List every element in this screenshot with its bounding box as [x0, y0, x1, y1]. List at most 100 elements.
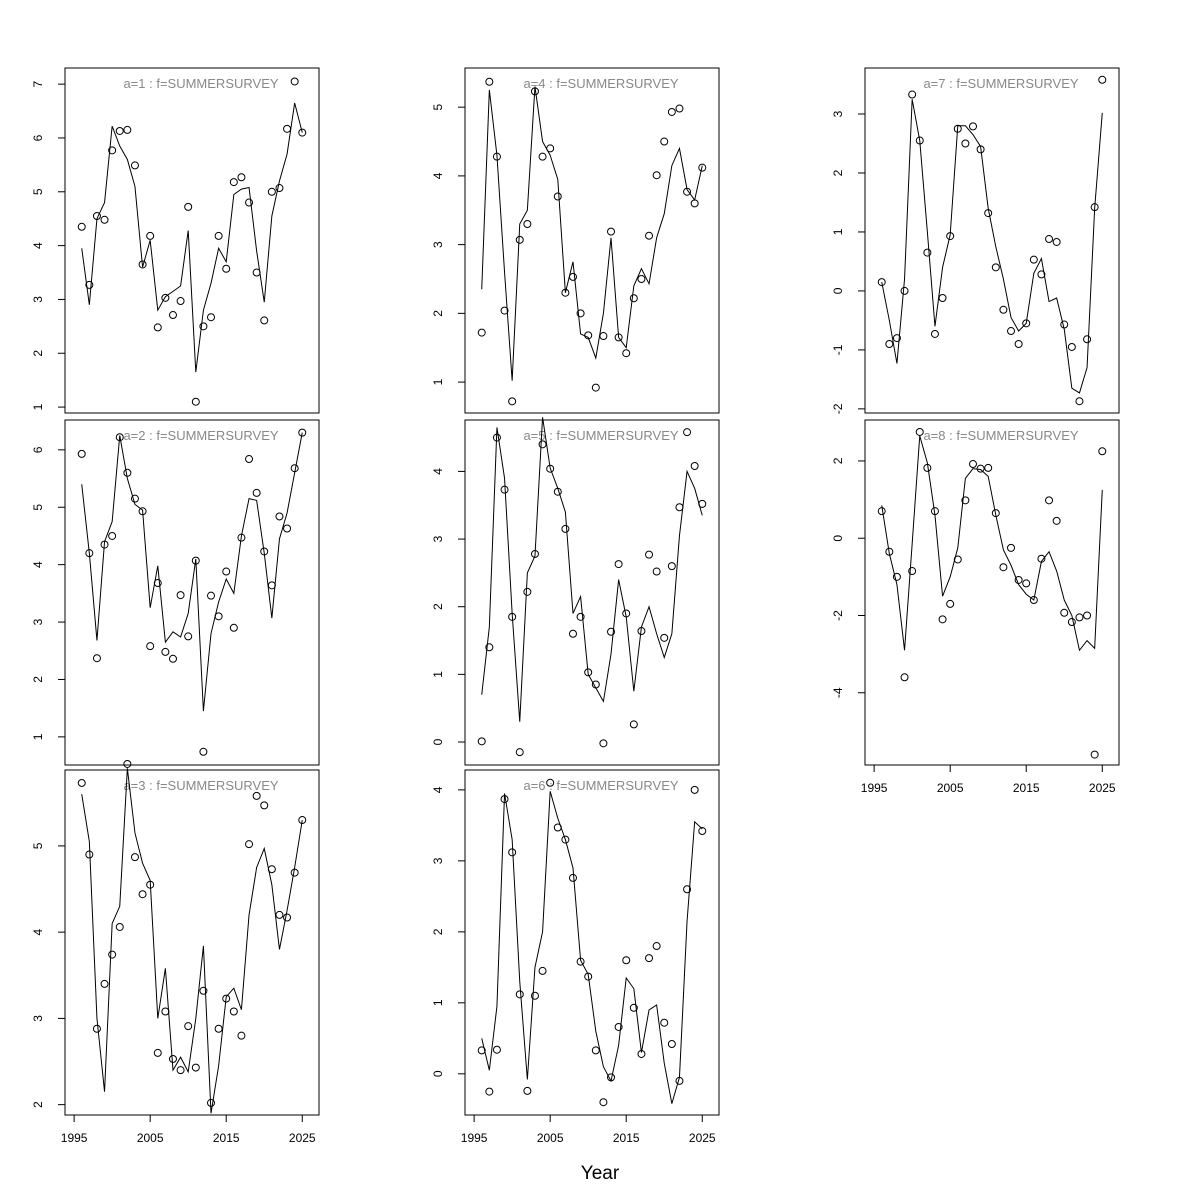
- y-tick-label: 4: [431, 468, 445, 475]
- data-point: [477, 328, 486, 337]
- data-point: [1007, 543, 1016, 552]
- data-point: [176, 591, 185, 600]
- data-point: [690, 785, 699, 794]
- data-point: [298, 128, 307, 137]
- panel: a=6 : f=SUMMERSURVEY 0 1 2 3 4 1995 2005 2015 202…: [431, 769, 720, 1145]
- y-tick-label: 2: [431, 928, 445, 935]
- data-point: [161, 647, 170, 656]
- data-point: [184, 202, 193, 211]
- data-point: [260, 316, 269, 325]
- data-point: [207, 591, 216, 600]
- data-point: [1083, 335, 1092, 344]
- data-point: [900, 673, 909, 682]
- data-point: [245, 198, 254, 207]
- y-tick-label: 2: [431, 603, 445, 610]
- data-point: [1022, 319, 1031, 328]
- x-tick-label: 1995: [861, 781, 888, 795]
- data-point: [298, 428, 307, 437]
- data-point: [1060, 608, 1069, 617]
- data-point: [622, 349, 631, 358]
- data-point: [607, 627, 616, 636]
- data-point: [168, 654, 177, 663]
- data-point: [1075, 613, 1084, 622]
- data-point: [191, 397, 200, 406]
- fitted-line: [81, 102, 303, 373]
- x-tick-label: 2015: [1013, 781, 1040, 795]
- data-point: [500, 306, 509, 315]
- panel: a=1 : f=SUMMERSURVEY 1 2 3 4 5 6 7: [31, 67, 320, 414]
- data-point: [1098, 75, 1107, 84]
- data-point: [675, 503, 684, 512]
- data-point: [168, 311, 177, 320]
- data-point: [576, 309, 585, 318]
- panel-frame: [464, 769, 720, 1116]
- data-point: [877, 507, 886, 516]
- data-point: [930, 329, 939, 338]
- data-point: [245, 455, 254, 464]
- fitted-line: [881, 99, 1103, 394]
- data-point: [622, 956, 631, 965]
- data-point: [900, 286, 909, 295]
- data-point: [599, 332, 608, 341]
- data-point: [130, 853, 139, 862]
- data-point: [283, 913, 292, 922]
- y-tick-label: 1: [31, 733, 45, 740]
- y-tick-label: 3: [831, 110, 845, 117]
- data-point: [968, 122, 977, 131]
- data-point: [546, 778, 555, 787]
- y-tick-label: 3: [431, 857, 445, 864]
- fitted-line: [481, 791, 703, 1104]
- x-tick-label: 2005: [137, 1131, 164, 1145]
- data-point: [538, 152, 547, 161]
- data-point: [667, 1040, 676, 1049]
- data-point: [667, 562, 676, 571]
- data-point: [199, 986, 208, 995]
- y-tick-label: -1: [831, 344, 845, 355]
- data-point: [130, 494, 139, 503]
- data-point: [561, 835, 570, 844]
- panel-title: a=7 : f=SUMMERSURVEY: [923, 76, 1078, 91]
- y-tick-label: 4: [31, 928, 45, 935]
- data-point: [1060, 320, 1069, 329]
- data-point: [245, 840, 254, 849]
- data-point: [968, 460, 977, 469]
- data-point: [260, 801, 269, 810]
- y-tick-label: -2: [831, 610, 845, 621]
- data-point: [599, 1098, 608, 1107]
- data-point: [523, 1086, 532, 1095]
- y-tick-label: 0: [831, 535, 845, 542]
- data-point: [492, 1045, 501, 1054]
- y-tick-label: 4: [431, 172, 445, 179]
- y-tick-label: 6: [31, 446, 45, 453]
- data-point: [115, 126, 124, 135]
- data-point: [652, 171, 661, 180]
- data-point: [153, 1048, 162, 1057]
- data-point: [675, 104, 684, 113]
- data-point: [660, 1018, 669, 1027]
- fitted-line: [881, 435, 1103, 652]
- data-point: [561, 524, 570, 533]
- panel-title: a=5 : f=SUMMERSURVEY: [523, 428, 678, 443]
- data-point: [515, 990, 524, 999]
- data-point: [176, 1066, 185, 1075]
- data-point: [77, 778, 86, 787]
- y-tick-label: 4: [431, 786, 445, 793]
- data-point: [283, 124, 292, 133]
- data-point: [1067, 618, 1076, 627]
- panel: a=8 : f=SUMMERSURVEY -4 -2 0 2 1995 2005 2015 20…: [831, 419, 1120, 795]
- panel-frame: [64, 419, 320, 766]
- panel-frame: [464, 419, 720, 766]
- y-tick-label: 0: [431, 1070, 445, 1077]
- data-point: [629, 294, 638, 303]
- data-point: [77, 222, 86, 231]
- data-point: [485, 77, 494, 86]
- x-tick-label: 1995: [461, 1131, 488, 1145]
- x-tick-label: 2015: [613, 1131, 640, 1145]
- y-tick-label: 0: [431, 738, 445, 745]
- data-point: [614, 560, 623, 569]
- data-point: [138, 260, 147, 269]
- data-point: [290, 77, 299, 86]
- y-tick-label: 0: [831, 287, 845, 294]
- data-point: [161, 1007, 170, 1016]
- data-point: [591, 383, 600, 392]
